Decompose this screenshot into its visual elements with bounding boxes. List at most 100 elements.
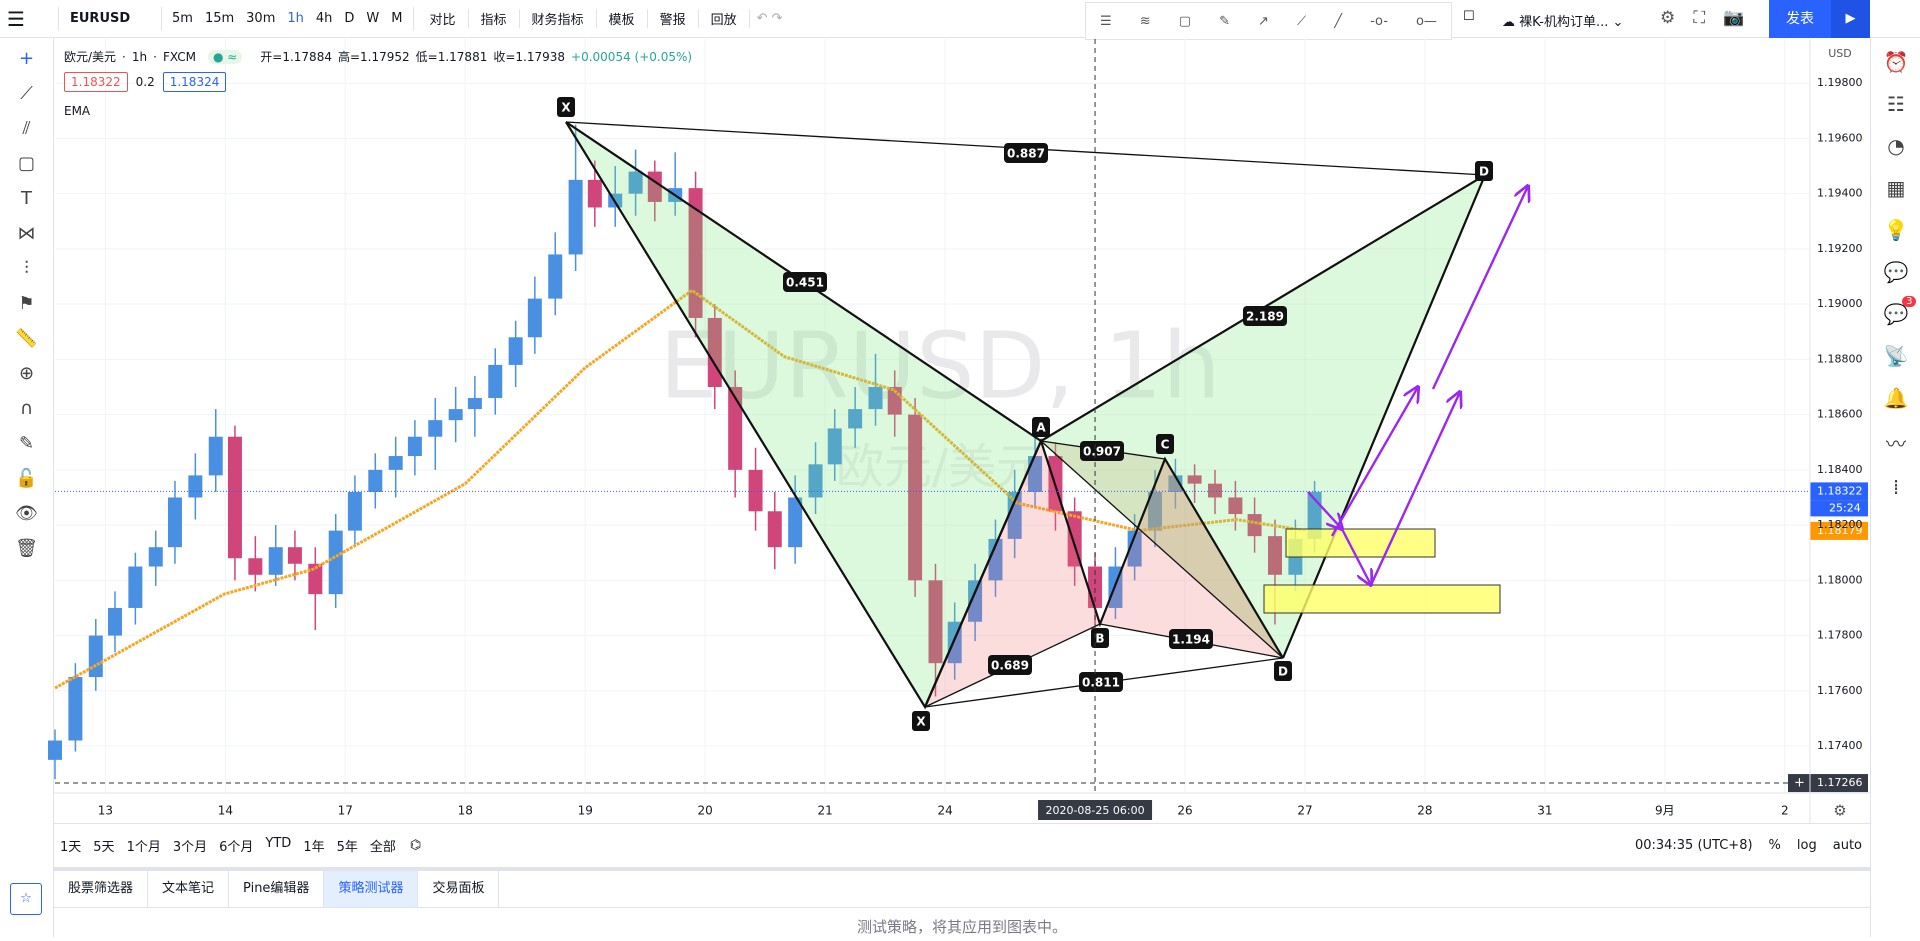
widget[interactable]: 🔔	[1883, 386, 1909, 410]
interval-button[interactable]: 15m	[204, 11, 235, 26]
harmonic-pattern[interactable]	[565, 121, 1488, 710]
percent[interactable]: %	[1768, 837, 1781, 853]
interval-button[interactable]: 30m	[246, 11, 276, 26]
undo[interactable]: ↶ ↷	[756, 11, 783, 26]
publish-button[interactable]: 发表	[1769, 0, 1831, 38]
tool[interactable]: ▢	[17, 153, 35, 174]
left-toolbar: + ⟋ ⫽ ▢ T ⋈ ⫶ ⚑ 📏 ⊕ ∩ ✎ 🔓 👁 🗑 ☆	[0, 38, 54, 937]
x-tick-label: 2	[1781, 804, 1789, 818]
range-button[interactable]: YTD	[265, 835, 292, 851]
tool[interactable]: 🔓	[15, 468, 38, 489]
interval-button[interactable]: M	[391, 11, 403, 26]
widget[interactable]: ◔	[1887, 134, 1905, 158]
zone-box[interactable]	[1285, 528, 1436, 558]
ask[interactable]: 1.18324	[162, 72, 227, 92]
tool[interactable]: -o-	[1370, 13, 1388, 29]
panel-tab[interactable]: 文本笔记	[148, 871, 230, 907]
crosshair-add[interactable]: +	[1794, 776, 1805, 791]
range-button[interactable]: 1个月	[126, 839, 161, 855]
favorites[interactable]: ☆	[10, 883, 42, 915]
interval-button[interactable]: D	[344, 11, 355, 26]
widget[interactable]: ⏰	[1883, 50, 1909, 74]
tool[interactable]: ⊕	[18, 363, 35, 384]
interval-button[interactable]: 5m	[172, 11, 193, 26]
crosshair-y-label: 1.17266	[1817, 776, 1863, 789]
range-button[interactable]: 5年	[336, 839, 358, 855]
widget[interactable]: 〰	[1886, 432, 1906, 456]
checkbox[interactable]: ☐	[1463, 9, 1475, 24]
widget[interactable]: 💡	[1883, 218, 1909, 242]
candle-body	[587, 179, 602, 208]
range-button[interactable]: 全部	[369, 839, 396, 855]
widget[interactable]: 💬 3	[1884, 296, 1917, 326]
interval-button[interactable]: 4h	[315, 11, 333, 26]
log[interactable]: log	[1796, 837, 1817, 853]
tool[interactable]: T	[21, 188, 32, 209]
toolbar-button[interactable]: 回放	[699, 9, 750, 28]
toolbar-button[interactable]: 模板	[597, 9, 648, 28]
candle-body	[988, 538, 1003, 581]
tool[interactable]: ⫽	[22, 118, 31, 139]
toolbar-button[interactable]: 对比	[418, 9, 469, 28]
tool[interactable]: ⋈	[17, 223, 36, 244]
tool[interactable]: ✎	[18, 433, 35, 454]
compare-date[interactable]: ⌬	[409, 837, 422, 853]
tool[interactable]: o—	[1415, 13, 1437, 29]
tool[interactable]: 📏	[15, 328, 38, 349]
widget[interactable]: ⁞	[1892, 475, 1900, 499]
panel-tab[interactable]: 策略测试器	[324, 871, 419, 907]
tool[interactable]: ≋	[1139, 13, 1151, 29]
tool[interactable]: ☰	[1100, 13, 1112, 29]
y-tick-label: 1.19600	[1817, 131, 1863, 144]
tool[interactable]: ⫶	[24, 258, 29, 279]
panel-tab[interactable]: Pine编辑器	[229, 871, 325, 907]
widget[interactable]: ▦	[1886, 176, 1906, 200]
toolbar-button[interactable]: 财务指标	[520, 9, 597, 28]
tool[interactable]: ▢	[1178, 13, 1192, 29]
interval-button[interactable]: W	[366, 11, 380, 26]
interval-button[interactable]: 1h	[287, 11, 304, 26]
indicator[interactable]: EMA	[64, 104, 91, 118]
symbol[interactable]: EURUSD	[70, 11, 131, 26]
template[interactable]: ☁ 裸K-机构订单... ⌄	[1502, 15, 1624, 30]
panel-tab[interactable]: 股票筛选器	[54, 871, 149, 907]
candle-body	[388, 456, 403, 470]
range-button[interactable]: 1天	[60, 839, 82, 855]
tool[interactable]: 🗑	[15, 538, 38, 559]
toolbar-button[interactable]: 指标	[469, 9, 520, 28]
zone-box[interactable]	[1263, 584, 1501, 614]
countdown: 25:24	[1829, 501, 1861, 514]
tool[interactable]: ↗	[1258, 13, 1269, 29]
ratio-label-bg	[783, 272, 827, 292]
play-button[interactable]: ▶	[1831, 0, 1870, 38]
range-button[interactable]: 5天	[93, 839, 115, 855]
toolbar-button[interactable]: 警报	[648, 9, 699, 28]
tool[interactable]: ∩	[19, 398, 34, 419]
ratio-label: 0.451	[786, 276, 824, 290]
auto[interactable]: auto	[1832, 837, 1862, 853]
tool[interactable]: ⟋	[1297, 13, 1307, 29]
tool[interactable]: ╱	[1334, 13, 1343, 29]
boxes[interactable]	[1263, 528, 1501, 614]
range-button[interactable]: 3个月	[172, 839, 208, 855]
widget[interactable]: 💬	[1883, 260, 1909, 284]
bid[interactable]: 1.18322	[64, 72, 128, 92]
legend: 欧元/美元 · 1h · FXCM ● ≈ 开=1.17884 高=1.17952 低=1.…	[64, 49, 693, 64]
widgets: ⏰ ☷ ◔ ▦ 💡 💬 💬 3 📡 🔔 〰 ⁞	[1871, 38, 1920, 499]
tool[interactable]: ✎	[1219, 13, 1230, 29]
tool[interactable]: 👁	[15, 503, 38, 524]
status[interactable]: ● ≈	[207, 49, 243, 64]
tool[interactable]: +	[18, 48, 35, 69]
widget[interactable]: 📡	[1883, 344, 1909, 368]
range-button[interactable]: 1年	[303, 839, 325, 855]
candle-body	[548, 254, 563, 299]
arrows[interactable]	[1307, 186, 1528, 585]
y-tick-label: 1.18200	[1817, 518, 1863, 531]
range-button[interactable]: 6个月	[219, 839, 254, 855]
panel-tab[interactable]: 交易面板	[418, 871, 500, 907]
tool[interactable]: ⚑	[18, 293, 35, 314]
menu-button[interactable]: ☰	[7, 6, 25, 31]
axis-settings[interactable]: ⚙	[1833, 802, 1846, 820]
tool[interactable]: ⟋	[20, 83, 33, 104]
widget[interactable]: ☷	[1887, 92, 1905, 116]
